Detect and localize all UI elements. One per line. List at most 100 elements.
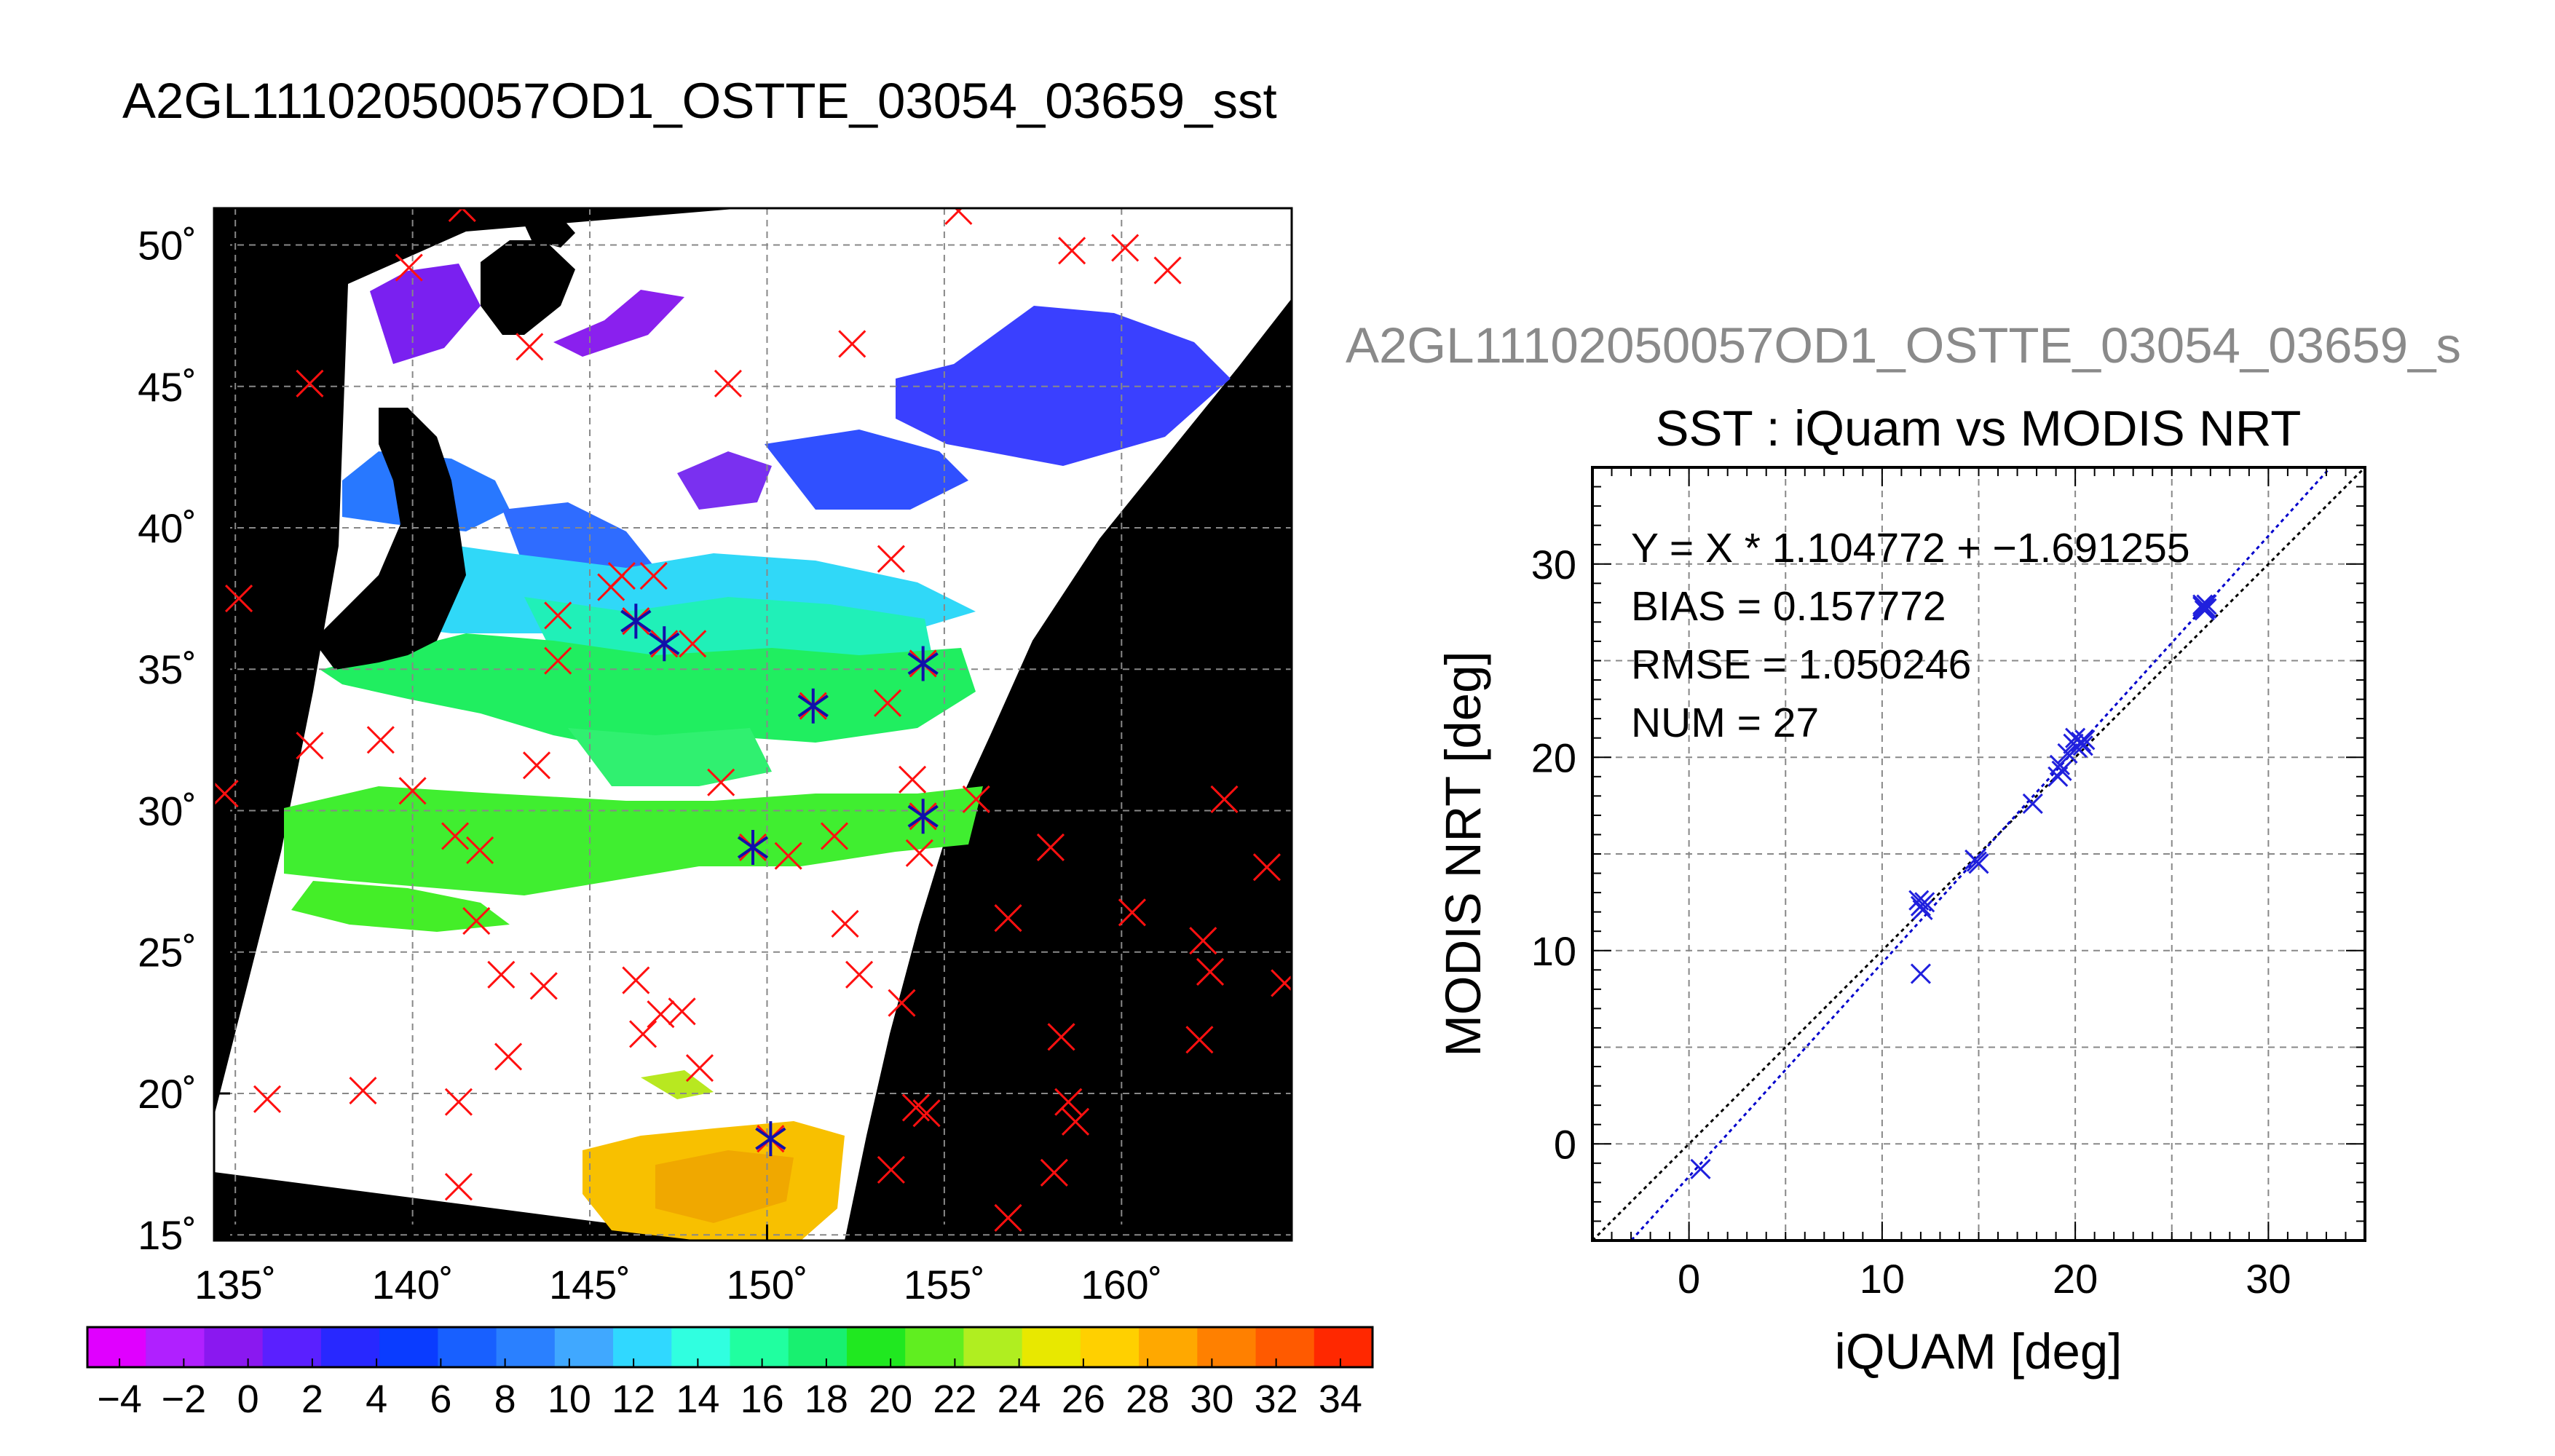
colorbar-segment [204,1327,264,1367]
colorbar-segment [788,1327,848,1367]
matchup-marker-red [685,1053,714,1083]
data-point [2049,754,2070,775]
colorbar-segment [1314,1327,1373,1367]
colorbar-segment [613,1327,673,1367]
land-sakhalin [517,208,575,248]
matchup-marker-red [366,726,395,754]
matchup-marker-red [1061,1107,1090,1136]
marker-stroke [649,632,680,655]
sst-region-green-mid [568,728,772,786]
matchup-marker-red [494,1042,523,1071]
map-axis-ticks: 135˚ 140˚ 145˚ 150˚ 155˚ 160˚ 15˚ 20˚ 25˚ 30˚ 35˚ 4… [138,223,1162,1307]
colorbar-segment [87,1327,147,1367]
matchup-marker-red [466,836,494,864]
matchup-marker-red [639,561,668,590]
marker-stroke [395,253,423,282]
point-stroke [1910,963,1931,984]
matchup-marker-red [899,765,927,794]
colorbar-tick-label: 2 [301,1377,323,1421]
marker-stroke [296,732,324,760]
matchup-marker-red [622,966,650,994]
data-point [2057,743,2078,764]
data-point [1968,853,1989,874]
data-point [2071,731,2092,753]
matchup-marker-red [395,253,423,282]
matchup-marker-red [1210,785,1239,814]
matchup-marker-star [907,799,939,834]
matchup-marker-red [1185,1026,1214,1054]
marker-stroke [544,601,572,630]
marker-stroke [679,630,707,658]
marker-stroke [225,585,253,613]
sst-region-purple-patch [677,451,772,510]
colorbar-tick-label: 34 [1319,1377,1362,1421]
scatter-overhead-title: A2GL11102050057OD1_OSTTE_03054_03659_s [1346,317,2461,373]
colorbar: −4 −2 0 2 4 6 8 10 12 14 16 18 20 22 24 26 28 30 32 34 [86,1326,1374,1421]
one-to-one-line [1592,467,2365,1241]
matchup-marker-red [607,561,636,590]
point-stroke [1968,853,1989,874]
y-tick-label: 30 [1531,542,1576,587]
marker-stroke [1058,237,1086,265]
scatter-title: SST : iQuam vs MODIS NRT [1656,400,2302,456]
colorbar-tick-label: 22 [933,1377,976,1421]
marker-stroke [877,1155,905,1184]
colorbar-tick-label: 0 [237,1377,259,1421]
matchup-marker-star [907,646,939,681]
data-point [1914,892,1935,913]
marker-stroke [707,768,735,796]
sst-region-purple-north [370,264,481,364]
data-point [2051,760,2072,781]
matchup-marker-red [845,960,874,989]
matchup-marker-red [1271,969,1292,997]
map-lat-label: 15˚ [138,1212,197,1258]
colorbar-tick-label: 26 [1062,1377,1105,1421]
map-lat-label: 40˚ [138,505,197,551]
matchup-marker-red [1054,1088,1083,1116]
point-stroke [1914,892,1935,913]
matchup-marker-red [629,1020,657,1048]
map-lat-label: 35˚ [138,646,197,692]
matchup-marker-red [707,768,735,796]
colorbar-tick-label: 30 [1190,1377,1233,1421]
matchup-marker-red [874,147,901,173]
marker-stroke [1252,853,1281,882]
marker-stroke [253,1085,282,1113]
matchup-marker-red [349,1077,377,1105]
point-stroke [1912,899,1933,921]
matchup-marker-red [522,751,551,780]
marker-stroke [873,689,902,717]
matchup-marker-red [1040,1158,1068,1187]
map-lon-label: 145˚ [549,1262,631,1307]
map-lat-label: 20˚ [138,1071,197,1117]
sst-region-yellow-green-fringe [641,1070,714,1099]
matchup-marker-red [444,1173,473,1201]
map-lon-label: 150˚ [726,1262,807,1307]
map-lon-label: 155˚ [904,1262,985,1307]
colorbar-segment [671,1327,731,1367]
sst-field [284,264,1231,1241]
marker-stroke [494,1042,523,1071]
colorbar-tick-label: 8 [494,1377,516,1421]
colorbar-segment [379,1327,439,1367]
marker-stroke [544,646,572,675]
marker-stroke [877,545,905,573]
matchup-marker-red [529,972,558,1000]
marker-stroke [755,1127,786,1150]
map-panel: 135˚ 140˚ 145˚ 150˚ 155˚ 160˚ 15˚ 20˚ 25˚ 30˚ 35˚ 4… [138,147,1293,1307]
colorbar-tick-label: 14 [676,1377,719,1421]
land-honshu [313,408,466,670]
marker-stroke [398,777,427,805]
matchup-marker-red [1252,853,1281,882]
colorbar-frame [86,1326,1374,1369]
matchup-marker-red [1196,957,1225,986]
marker-stroke [1153,256,1182,285]
matchup-marker-red [1189,927,1217,955]
matchup-marker-red [831,909,859,938]
colorbar-tick-label: −2 [162,1377,207,1421]
sst-region-blue-northeast [896,306,1231,466]
sst-region-green-lower [284,786,983,895]
marker-stroke [487,960,516,989]
marker-stroke [620,609,652,633]
